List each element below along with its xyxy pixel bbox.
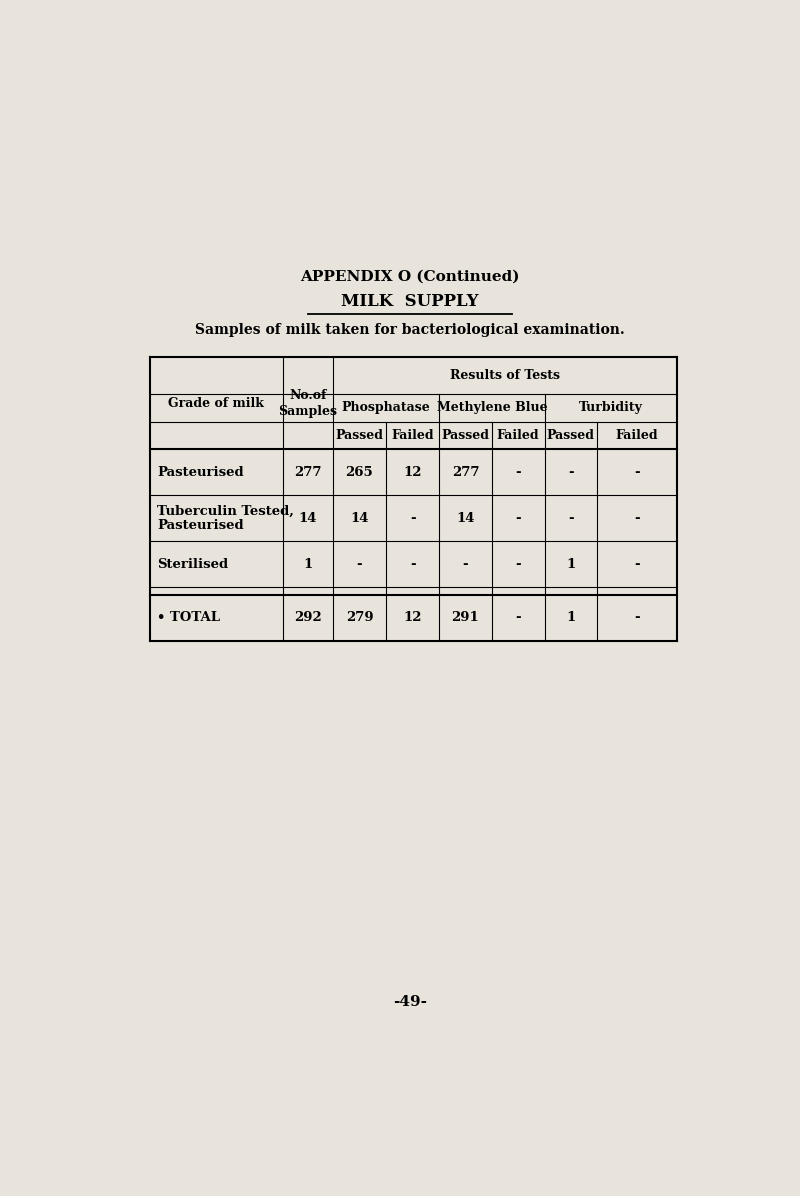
Text: Methylene Blue: Methylene Blue: [437, 402, 547, 414]
Text: -: -: [634, 512, 640, 525]
Text: • TOTAL: • TOTAL: [157, 611, 220, 624]
Text: 1: 1: [303, 557, 312, 570]
Text: -: -: [634, 557, 640, 570]
Text: -: -: [568, 512, 574, 525]
Text: APPENDIX O (Continued): APPENDIX O (Continued): [300, 270, 520, 285]
Text: -: -: [462, 557, 468, 570]
Text: -49-: -49-: [393, 995, 427, 1008]
Text: Turbidity: Turbidity: [578, 402, 642, 414]
Text: 291: 291: [452, 611, 479, 624]
Text: Failed: Failed: [497, 429, 539, 443]
Text: -: -: [410, 512, 416, 525]
Text: Failed: Failed: [616, 429, 658, 443]
Text: -: -: [515, 557, 521, 570]
Text: Passed: Passed: [547, 429, 595, 443]
Text: 12: 12: [403, 465, 422, 478]
Text: Samples of milk taken for bacteriological examination.: Samples of milk taken for bacteriologica…: [195, 323, 625, 336]
Text: 12: 12: [403, 611, 422, 624]
Text: No.of
Samples: No.of Samples: [278, 389, 338, 417]
Text: 14: 14: [350, 512, 369, 525]
Text: 279: 279: [346, 611, 374, 624]
Text: Sterilised: Sterilised: [157, 557, 228, 570]
Text: -: -: [634, 611, 640, 624]
Text: 14: 14: [456, 512, 474, 525]
Text: Phosphatase: Phosphatase: [342, 402, 430, 414]
Text: -: -: [515, 611, 521, 624]
Text: MILK  SUPPLY: MILK SUPPLY: [342, 293, 478, 311]
Text: 14: 14: [298, 512, 317, 525]
Text: Passed: Passed: [442, 429, 490, 443]
Text: Failed: Failed: [391, 429, 434, 443]
Text: 1: 1: [566, 611, 575, 624]
Text: -: -: [568, 465, 574, 478]
Text: 292: 292: [294, 611, 322, 624]
Text: -: -: [410, 557, 416, 570]
Text: -: -: [357, 557, 362, 570]
Text: 265: 265: [346, 465, 374, 478]
Text: Passed: Passed: [335, 429, 383, 443]
Text: -: -: [634, 465, 640, 478]
Text: 1: 1: [566, 557, 575, 570]
Text: Grade of milk: Grade of milk: [168, 397, 264, 410]
Text: 277: 277: [294, 465, 322, 478]
Text: 277: 277: [452, 465, 479, 478]
Text: -: -: [515, 512, 521, 525]
Text: Pasteurised: Pasteurised: [157, 465, 244, 478]
Text: Results of Tests: Results of Tests: [450, 370, 559, 382]
Text: -: -: [515, 465, 521, 478]
Text: Tuberculin Tested,
Pasteurised: Tuberculin Tested, Pasteurised: [157, 505, 294, 532]
